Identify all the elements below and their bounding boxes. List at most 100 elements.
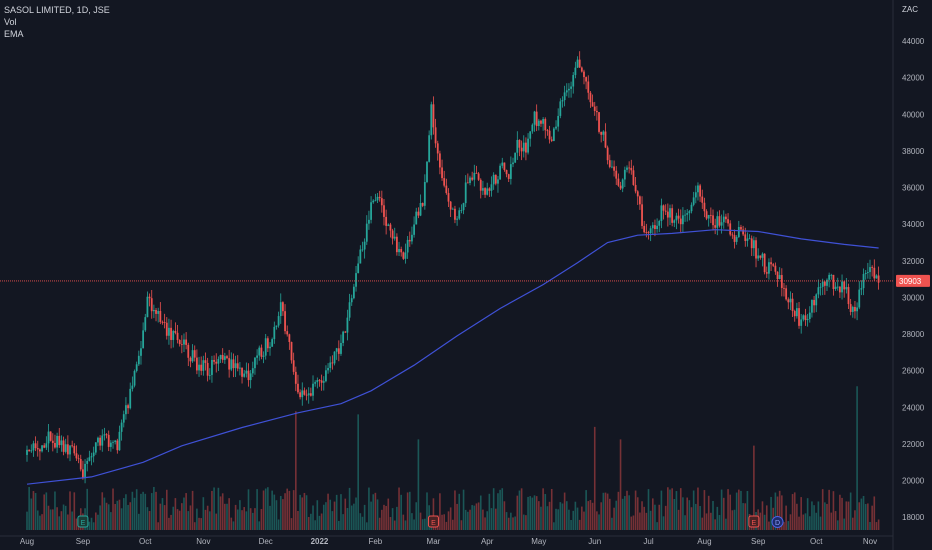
candle-body bbox=[550, 139, 553, 141]
candle-body bbox=[746, 238, 749, 241]
volume-bar bbox=[335, 494, 338, 530]
volume-bar bbox=[471, 505, 473, 530]
volume-bar bbox=[43, 494, 46, 530]
volume-bar bbox=[193, 522, 196, 530]
candle-body bbox=[546, 130, 549, 132]
candle-body bbox=[823, 281, 826, 286]
volume-bar bbox=[226, 503, 228, 530]
volume-bar bbox=[249, 508, 252, 530]
candle-body bbox=[77, 458, 80, 460]
candle-body bbox=[333, 351, 336, 364]
volume-bar bbox=[327, 493, 329, 530]
candle-body bbox=[686, 213, 689, 215]
volume-bar bbox=[208, 511, 211, 530]
candle-body bbox=[740, 227, 742, 230]
candle-body bbox=[288, 334, 291, 342]
candle-body bbox=[690, 204, 693, 212]
candle-body bbox=[309, 393, 312, 396]
volume-bar bbox=[740, 490, 742, 530]
volume-bar bbox=[125, 494, 127, 530]
volume-bar bbox=[370, 501, 372, 530]
candle-body bbox=[458, 210, 461, 219]
volume-bar bbox=[355, 497, 357, 530]
y-tick-label: 26000 bbox=[902, 367, 925, 376]
candle-body bbox=[400, 249, 403, 253]
candle-body bbox=[864, 272, 867, 275]
candle-body bbox=[529, 131, 532, 139]
volume-bar bbox=[217, 487, 220, 530]
volume-bar bbox=[232, 521, 235, 530]
volume-bar bbox=[279, 495, 282, 530]
volume-bar bbox=[514, 516, 516, 530]
volume-bar bbox=[806, 498, 809, 530]
volume-bar bbox=[645, 512, 648, 530]
candle-body bbox=[28, 449, 31, 452]
legend-symbol[interactable]: SASOL LIMITED, 1D, JSE bbox=[4, 5, 110, 15]
volume-bar bbox=[191, 490, 194, 530]
candle-body bbox=[34, 443, 37, 449]
volume-bar bbox=[275, 500, 278, 530]
candle-body bbox=[729, 223, 732, 235]
candle-body bbox=[785, 288, 788, 300]
candle-body bbox=[555, 126, 557, 129]
volume-bar bbox=[548, 501, 551, 530]
volume-bar bbox=[105, 502, 108, 530]
volume-bar bbox=[651, 498, 654, 530]
candle-body bbox=[662, 205, 665, 211]
volume-bar bbox=[682, 497, 684, 530]
candle-body bbox=[165, 322, 168, 336]
candle-body bbox=[714, 225, 717, 228]
volume-bar bbox=[419, 512, 422, 530]
candle-body bbox=[469, 177, 471, 183]
candle-body bbox=[697, 185, 699, 193]
candle-body bbox=[671, 208, 674, 223]
candle-body bbox=[484, 188, 486, 195]
volume-bar bbox=[684, 515, 686, 530]
candle-body bbox=[146, 296, 149, 318]
legend-ema[interactable]: EMA bbox=[4, 29, 24, 39]
volume-bar bbox=[710, 512, 712, 530]
candle-body bbox=[426, 161, 428, 183]
volume-bar bbox=[305, 495, 308, 530]
volume-bar bbox=[333, 501, 336, 530]
volume-bar bbox=[484, 517, 486, 530]
volume-bar bbox=[449, 507, 452, 530]
candle-body bbox=[443, 178, 446, 186]
volume-bar bbox=[236, 509, 239, 530]
legend-volume[interactable]: Vol bbox=[4, 17, 17, 27]
candle-body bbox=[118, 431, 121, 451]
last-price-label: 30903 bbox=[899, 277, 922, 286]
candle-body bbox=[258, 347, 261, 356]
volume-bar bbox=[778, 490, 781, 530]
candle-body bbox=[845, 287, 848, 290]
chart-legend: SASOL LIMITED, 1D, JSE Vol EMA bbox=[4, 4, 110, 40]
candle-body bbox=[170, 327, 172, 340]
candle-body bbox=[552, 128, 555, 141]
volume-bar bbox=[851, 517, 854, 530]
volume-bar bbox=[320, 513, 323, 530]
volume-bar bbox=[673, 498, 676, 530]
candle-body bbox=[277, 316, 280, 326]
candle-body bbox=[282, 302, 284, 312]
candle-body bbox=[871, 267, 874, 268]
volume-bar bbox=[535, 496, 538, 530]
volume-bar bbox=[376, 499, 379, 530]
volume-bar bbox=[441, 514, 443, 530]
volume-bar bbox=[587, 501, 590, 530]
candle-body bbox=[202, 360, 205, 371]
candle-body bbox=[623, 169, 626, 180]
volume-bar bbox=[546, 506, 549, 530]
candle-body bbox=[432, 104, 435, 128]
candle-body bbox=[791, 298, 794, 312]
candle-body bbox=[748, 238, 751, 240]
candle-body bbox=[243, 373, 246, 377]
candle-body bbox=[262, 355, 265, 357]
earnings-marker-icon bbox=[427, 515, 439, 528]
candle-body bbox=[466, 182, 469, 184]
ema-line bbox=[26, 229, 879, 485]
volume-bar bbox=[862, 495, 865, 530]
candle-body bbox=[854, 306, 856, 312]
volume-bar bbox=[716, 506, 719, 530]
